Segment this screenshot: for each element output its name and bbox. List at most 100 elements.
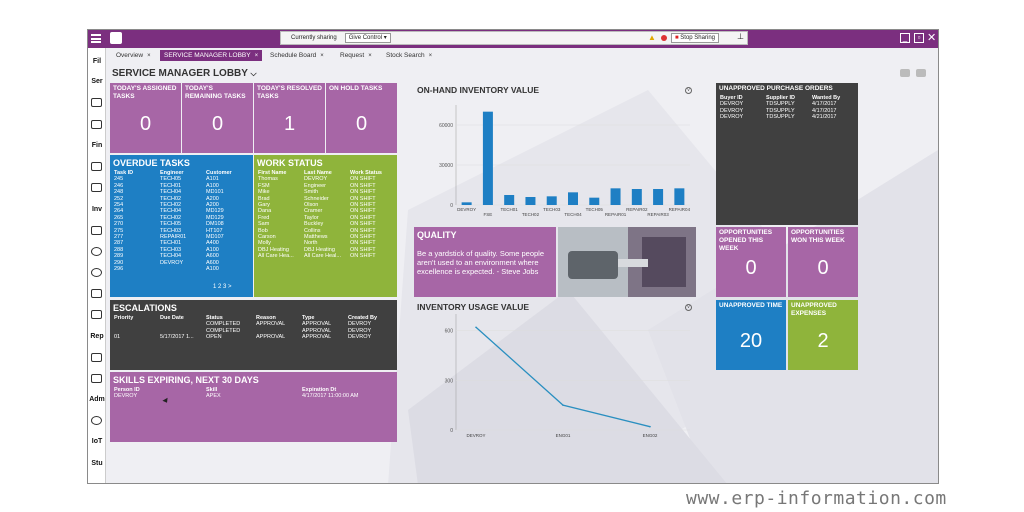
overdue-tasks-panel[interactable]: OVERDUE TASKS Task ID Engineer Customer 245… xyxy=(110,155,253,297)
skills-expiring-panel[interactable]: SKILLS EXPIRING, NEXT 30 DAYS Person ID S… xyxy=(110,372,397,442)
sidebar-item-rep[interactable]: Rep xyxy=(90,333,104,340)
panel-title: UNAPPROVED PURCHASE ORDERS xyxy=(719,85,833,92)
work-status-panel[interactable]: WORK STATUS First Name Last Name Work Stat… xyxy=(254,155,397,297)
give-control-dropdown[interactable]: Give Control ▾ xyxy=(344,33,391,43)
column-header: Priority xyxy=(114,315,134,321)
home-icon[interactable] xyxy=(91,98,102,107)
sidebar-item-adm[interactable]: Adm xyxy=(89,396,105,403)
box-icon[interactable] xyxy=(91,226,102,235)
table-cell: 4/17/2017 xyxy=(812,101,837,108)
table-cell: 245 xyxy=(114,176,124,183)
panel-title: QUALITY xyxy=(417,230,457,240)
column-header: Customer xyxy=(206,170,232,176)
table-cell: 4/17/2017 11:00:00 AM xyxy=(302,393,359,400)
y-tick-label: 0 xyxy=(450,203,453,209)
tab-request[interactable]: Request × xyxy=(336,50,376,61)
purchase-orders-table: Buyer ID Supplier ID Wanted By DEVROY TDSUPP… xyxy=(720,95,856,135)
pin-icon[interactable]: ⊥ xyxy=(737,32,744,41)
table-cell: A600 xyxy=(206,253,219,260)
column-header: Type xyxy=(302,315,315,321)
money-icon[interactable] xyxy=(91,162,102,171)
table-cell: ON SHIFT xyxy=(350,182,376,189)
table-cell: MD129 xyxy=(206,214,224,221)
menu-icon[interactable] xyxy=(91,34,101,43)
inventory-value-chart: 03000060000DEVROYFSETECH01TECH02TECH03TE… xyxy=(439,105,691,217)
table-cell: 265 xyxy=(114,214,124,221)
column-header: First Name xyxy=(258,170,287,176)
close-tab-icon[interactable]: × xyxy=(428,53,433,59)
sidebar-item-fil[interactable]: Fil xyxy=(92,58,102,65)
quality-panel[interactable]: QUALITY Be a yardstick of quality. Some … xyxy=(414,227,556,297)
table-cell: ON SHIFT xyxy=(350,202,376,208)
y-tick-label: 30000 xyxy=(439,163,453,169)
sidebar-item-iot[interactable]: IoT xyxy=(91,438,103,445)
tab-overview[interactable]: Overview × xyxy=(112,50,155,61)
pagination[interactable]: 1 2 3 > xyxy=(213,284,232,290)
x-tick-label: REPAIR01 xyxy=(605,212,627,217)
table-cell: 5/17/2017 1... xyxy=(160,334,194,341)
chart-title: ON-HAND INVENTORY VALUE xyxy=(417,85,540,95)
overdue-table: Task ID Engineer Customer 245 TECH05 A101 246 T… xyxy=(114,170,250,285)
inventory-value-panel[interactable]: ON-HAND INVENTORY VALUE v 0 30000 60000 DEV… xyxy=(414,83,696,225)
kpi-on-hold-tasks[interactable]: ON HOLD TASKS 0 xyxy=(326,83,397,153)
list-icon[interactable] xyxy=(91,120,102,129)
kpi-unapproved-expenses[interactable]: UNAPPROVED EXPENSES 2 xyxy=(788,300,858,370)
search-icon[interactable] xyxy=(91,247,102,256)
close-tab-icon[interactable]: × xyxy=(147,53,151,59)
usage-value-panel[interactable]: INVENTORY USAGE VALUE v 0 300 600 DEVROY ENG… xyxy=(414,300,696,442)
calendar-icon[interactable] xyxy=(91,183,102,192)
app-window: Currently sharing Give Control ▾ ▲ ■ Sto… xyxy=(87,29,939,484)
close-tab-icon[interactable]: × xyxy=(320,53,324,59)
user-icon[interactable] xyxy=(91,416,102,425)
kpi-opportunities-won[interactable]: OPPORTUNITIES WON THIS WEEK 0 xyxy=(788,227,858,297)
tab-label: Schedule Board xyxy=(270,52,317,59)
table-cell: Taylor xyxy=(304,214,319,221)
kpi-remaining-tasks[interactable]: TODAY'S REMAINING TASKS 0 xyxy=(182,83,253,153)
sidebar-item-ser[interactable]: Ser xyxy=(91,78,103,85)
panel-title: ESCALATIONS xyxy=(113,303,177,313)
table-cell: 4/17/2017 xyxy=(812,107,837,114)
clipboard-icon[interactable] xyxy=(91,289,102,298)
x-tick-label: REPAIR02 xyxy=(626,207,648,212)
chart-options-icon[interactable]: v xyxy=(685,304,692,311)
sidebar-item-inv[interactable]: Inv xyxy=(91,206,103,213)
table-cell: ON SHIFT xyxy=(350,234,376,240)
kpi-resolved-tasks[interactable]: TODAY'S RESOLVED TASKS 1 xyxy=(254,83,325,153)
tab-service-manager-lobby[interactable]: SERVICE MANAGER LOBBY × xyxy=(160,50,263,61)
sidebar-item-fin[interactable]: Fin xyxy=(91,142,103,149)
table-cell: Thomas xyxy=(258,176,278,183)
sidebar-item-stu[interactable]: Stu xyxy=(91,460,103,467)
lock-icon[interactable] xyxy=(900,69,910,77)
y-tick-label: 600 xyxy=(445,329,454,335)
table-cell: REPAIR01 xyxy=(160,234,187,240)
kpi-assigned-tasks[interactable]: TODAY'S ASSIGNED TASKS 0 xyxy=(110,83,181,153)
gear-icon[interactable] xyxy=(91,268,102,277)
table-cell: 246 xyxy=(114,182,124,189)
kpi-label: UNAPPROVED TIME xyxy=(719,302,783,309)
table-cell: ON SHIFT xyxy=(350,221,376,228)
tools-icon[interactable] xyxy=(91,374,102,383)
table-cell: TECH02 xyxy=(160,202,182,208)
chart-options-icon[interactable]: v xyxy=(685,87,692,94)
kpi-opportunities-opened[interactable]: OPPORTUNITIES OPENED THIS WEEK 0 xyxy=(716,227,786,297)
chart-icon[interactable] xyxy=(91,353,102,362)
kpi-unapproved-time[interactable]: UNAPPROVED TIME 20 xyxy=(716,300,786,370)
user-lock-icon[interactable] xyxy=(916,69,926,77)
chevron-down-icon[interactable]: ⌵ xyxy=(250,69,257,78)
close-icon[interactable]: ✕ xyxy=(927,32,937,44)
stop-sharing-button[interactable]: ■ Stop Sharing xyxy=(671,33,719,43)
restore-icon[interactable]: ▫ xyxy=(914,33,924,43)
table-cell: TDSUPPLY xyxy=(766,107,795,114)
escalations-panel[interactable]: ESCALATIONS Priority Due Date Status Reason… xyxy=(110,300,397,370)
tab-stock-search[interactable]: Stock Search × xyxy=(382,50,436,61)
minimize-icon[interactable]: _ xyxy=(900,33,910,43)
column-header: Work Status xyxy=(350,170,382,176)
close-tab-icon[interactable]: × xyxy=(254,53,259,59)
chart-title: INVENTORY USAGE VALUE xyxy=(417,302,530,312)
table-cell: All Care Heal... xyxy=(304,253,341,260)
purchase-orders-panel[interactable]: UNAPPROVED PURCHASE ORDERS Buyer ID Suppl… xyxy=(716,83,858,225)
close-tab-icon[interactable]: × xyxy=(368,53,372,59)
tab-schedule-board[interactable]: Schedule Board × xyxy=(266,50,328,61)
table-cell: Brad xyxy=(258,195,270,202)
truck-icon[interactable] xyxy=(91,310,102,319)
